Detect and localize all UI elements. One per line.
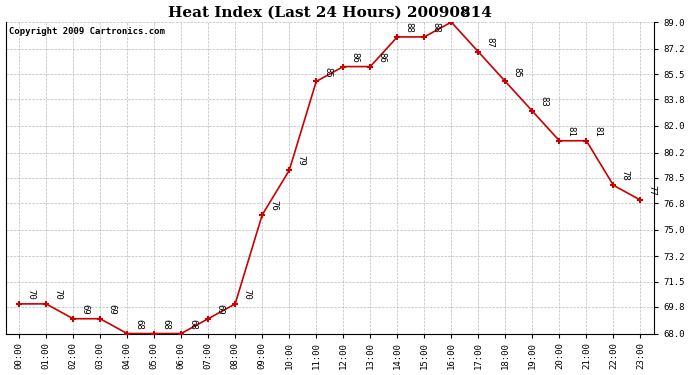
Text: 86: 86 bbox=[351, 52, 359, 62]
Text: 78: 78 bbox=[620, 170, 629, 181]
Text: 85: 85 bbox=[323, 66, 332, 77]
Text: 69: 69 bbox=[80, 304, 89, 315]
Text: 88: 88 bbox=[431, 22, 440, 33]
Text: 81: 81 bbox=[593, 126, 602, 136]
Text: 86: 86 bbox=[377, 52, 386, 62]
Title: Heat Index (Last 24 Hours) 20090814: Heat Index (Last 24 Hours) 20090814 bbox=[168, 6, 492, 20]
Text: 68: 68 bbox=[161, 319, 170, 329]
Text: 70: 70 bbox=[53, 289, 62, 300]
Text: 85: 85 bbox=[512, 66, 521, 77]
Text: Copyright 2009 Cartronics.com: Copyright 2009 Cartronics.com bbox=[9, 27, 165, 36]
Text: 79: 79 bbox=[296, 156, 305, 166]
Text: 83: 83 bbox=[540, 96, 549, 107]
Text: 76: 76 bbox=[269, 200, 278, 211]
Text: 89: 89 bbox=[458, 7, 467, 18]
Text: 69: 69 bbox=[215, 304, 224, 315]
Text: 68: 68 bbox=[188, 319, 197, 329]
Text: 87: 87 bbox=[485, 37, 494, 48]
Text: 88: 88 bbox=[404, 22, 413, 33]
Text: 81: 81 bbox=[566, 126, 575, 136]
Text: 70: 70 bbox=[242, 289, 251, 300]
Text: 69: 69 bbox=[107, 304, 116, 315]
Text: 70: 70 bbox=[26, 289, 35, 300]
Text: 68: 68 bbox=[134, 319, 143, 329]
Text: 77: 77 bbox=[647, 185, 656, 196]
